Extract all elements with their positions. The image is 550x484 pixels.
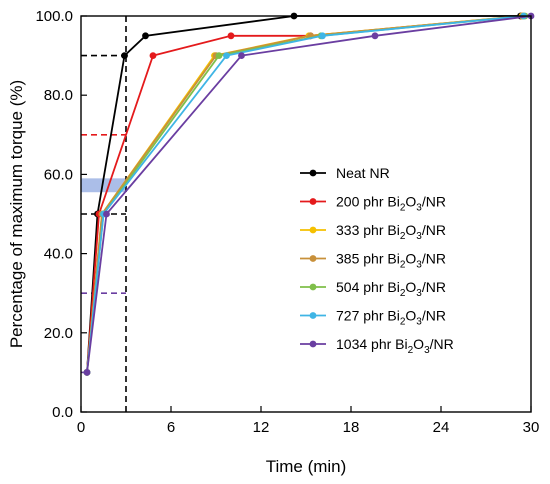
axes: 0 6 12 18 24 30 0.0 20.0 40.0 60.0 80.0 100.0 bbox=[35, 8, 539, 436]
legend-subscript: 3 bbox=[424, 345, 430, 356]
legend-subscript: 2 bbox=[400, 260, 406, 271]
series-line-0 bbox=[86, 15, 521, 373]
legend-subscript: 3 bbox=[416, 288, 422, 299]
series-line-3 bbox=[86, 15, 524, 373]
legend-subscript: 2 bbox=[400, 231, 406, 242]
legend-marker-2 bbox=[309, 226, 317, 234]
legend-marker-5 bbox=[309, 312, 317, 319]
data-point-6-3 bbox=[371, 32, 379, 40]
x-axis-title: Time (min) bbox=[266, 457, 347, 476]
data-point-5-2 bbox=[223, 52, 230, 59]
legend-label-1: 200 phr Bi2O3/NR bbox=[336, 194, 446, 214]
data-point-1-3 bbox=[227, 32, 235, 40]
y-axis-title: Percentage of maximum torque (%) bbox=[7, 80, 26, 348]
legend-label-0: Neat NR bbox=[336, 165, 390, 181]
y-tick-label-0: 0.0 bbox=[52, 404, 73, 421]
x-tick-label-2: 12 bbox=[253, 419, 270, 436]
y-tick-label-5: 100.0 bbox=[35, 8, 73, 25]
legend-subscript: 2 bbox=[400, 317, 406, 328]
legend-marker-6 bbox=[309, 340, 317, 348]
series-line-5 bbox=[86, 15, 524, 373]
legend-marker-0 bbox=[309, 169, 317, 177]
x-tick-label-4: 24 bbox=[433, 419, 450, 436]
data-point-1-2 bbox=[149, 52, 157, 59]
legend-marker-3 bbox=[309, 255, 317, 262]
shaded-band bbox=[81, 178, 126, 193]
x-tick-label-1: 6 bbox=[167, 419, 175, 436]
legend-subscript: 2 bbox=[400, 203, 406, 214]
series-line-1 bbox=[86, 15, 523, 373]
data-point-0-3 bbox=[142, 32, 149, 40]
legend-label-6: 1034 phr Bi2O3/NR bbox=[336, 336, 454, 356]
y-tick-label-3: 60.0 bbox=[44, 166, 73, 183]
data-point-4-2 bbox=[215, 52, 223, 59]
x-tick-label-0: 0 bbox=[77, 419, 85, 436]
legend-subscript: 3 bbox=[416, 317, 422, 328]
legend-subscript: 3 bbox=[416, 203, 422, 214]
legend-marker-1 bbox=[309, 198, 317, 205]
legend-label-2: 333 phr Bi2O3/NR bbox=[336, 222, 446, 242]
data-point-6-0 bbox=[83, 369, 91, 376]
y-tick-label-1: 20.0 bbox=[44, 325, 73, 342]
data-point-5-3 bbox=[319, 32, 326, 40]
data-point-0-2 bbox=[121, 52, 128, 59]
y-tick-label-2: 40.0 bbox=[44, 246, 73, 263]
legend-label-5: 727 phr Bi2O3/NR bbox=[336, 308, 446, 328]
series-line-4 bbox=[86, 15, 526, 373]
legend-subscript: 2 bbox=[400, 288, 406, 299]
series-line-6 bbox=[86, 15, 532, 373]
legend-subscript: 3 bbox=[416, 260, 422, 271]
plot-frame bbox=[80, 15, 532, 413]
series-line-2 bbox=[86, 15, 523, 373]
y-tick-label-4: 80.0 bbox=[44, 87, 73, 104]
legend-subscript: 2 bbox=[408, 345, 414, 356]
data-point-6-2 bbox=[238, 52, 245, 59]
legend-marker-4 bbox=[309, 283, 317, 291]
x-tick-label-5: 30 bbox=[523, 419, 540, 436]
series-group bbox=[83, 12, 535, 376]
legend-label-4: 504 phr Bi2O3/NR bbox=[336, 279, 446, 299]
legend-label-3: 385 phr Bi2O3/NR bbox=[336, 251, 446, 271]
data-point-6-1 bbox=[103, 210, 110, 218]
x-tick-label-3: 18 bbox=[343, 419, 360, 436]
legend-subscript: 3 bbox=[416, 231, 422, 242]
